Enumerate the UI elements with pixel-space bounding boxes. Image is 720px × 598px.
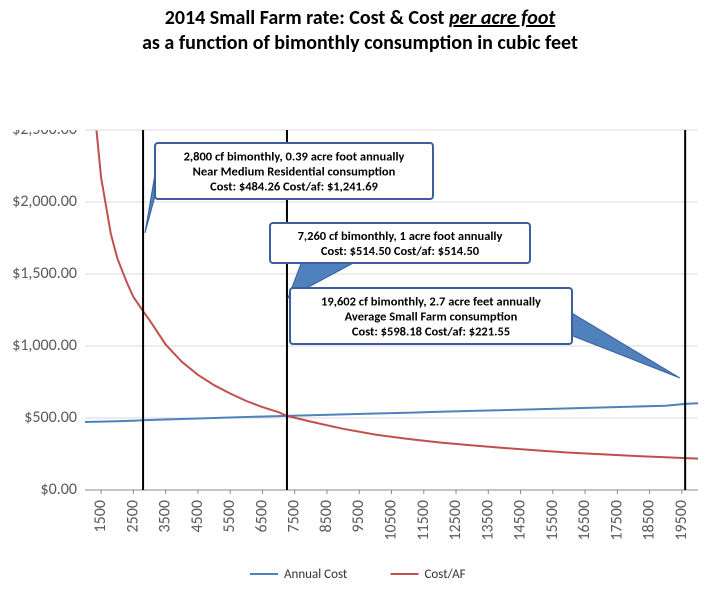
svg-text:10500: 10500 <box>382 500 401 541</box>
svg-text:$1,000.00: $1,000.00 <box>12 336 77 355</box>
svg-text:7,260 cf bimonthly, 1 acre foo: 7,260 cf bimonthly, 1 acre foot annually <box>298 229 503 244</box>
svg-text:Cost: $514.50 Cost/af:: Cost: $514.50 Cost/af: $514.50 <box>321 244 480 259</box>
svg-text:12500: 12500 <box>446 500 465 541</box>
svg-text:$2,000.00: $2,000.00 <box>12 192 77 211</box>
title-line1-italic: per acre foot <box>449 6 555 30</box>
svg-text:$1,500.00: $1,500.00 <box>12 264 77 283</box>
chart-title: 2014 Small Farm rate: Cost & Cost per ac… <box>0 0 720 58</box>
svg-text:$0.00: $0.00 <box>41 480 77 499</box>
svg-text:17500: 17500 <box>607 500 626 541</box>
svg-text:4500: 4500 <box>188 500 207 532</box>
svg-text:14500: 14500 <box>511 500 530 541</box>
svg-text:8500: 8500 <box>317 500 336 532</box>
svg-text:9500: 9500 <box>349 500 368 532</box>
svg-text:18500: 18500 <box>640 500 659 541</box>
svg-text:Annual Cost: Annual Cost <box>284 567 348 582</box>
svg-text:7500: 7500 <box>285 500 304 532</box>
svg-text:3500: 3500 <box>156 500 175 532</box>
svg-text:19,602 cf bimonthly, 2.7 acre: 19,602 cf bimonthly, 2.7 acre feet annua… <box>321 295 541 310</box>
svg-text:15500: 15500 <box>543 500 562 541</box>
svg-text:5500: 5500 <box>220 500 239 532</box>
chart-svg: $0.00 $500.00 $1,000.00 $1,500.00 $2,000.00 $… <box>0 58 720 598</box>
chart-container: 2014 Small Farm rate: Cost & Cost per ac… <box>0 0 720 540</box>
svg-text:6500: 6500 <box>252 500 271 532</box>
svg-text:Average Small Farm consumption: Average Small Farm consumption <box>345 310 518 325</box>
svg-text:2500: 2500 <box>123 500 142 532</box>
svg-text:1500: 1500 <box>91 500 110 532</box>
svg-text:Near Medium Residential consum: Near Medium Residential consumption <box>193 165 396 180</box>
svg-text:16500: 16500 <box>575 500 594 541</box>
svg-text:2,800 cf bimonthly, 0.39 acre: 2,800 cf bimonthly, 0.39 acre foot annua… <box>184 150 405 165</box>
svg-text:19500: 19500 <box>672 500 691 541</box>
svg-text:$500.00: $500.00 <box>24 408 77 427</box>
svg-text:Cost: $598.18 Cost/af: $: Cost: $598.18 Cost/af: $221.55 <box>352 325 510 340</box>
svg-text:11500: 11500 <box>414 500 433 541</box>
svg-text:Cost: $484.26 Cost/af:: Cost: $484.26 Cost/af: $1,241.69 <box>210 180 378 195</box>
title-line2: as a function of bimonthly consumption i… <box>142 31 578 55</box>
svg-text:13500: 13500 <box>478 500 497 541</box>
title-line1-prefix: 2014 Small Farm rate: Cost & Cost <box>165 6 449 30</box>
svg-text:Cost/AF: Cost/AF <box>425 567 466 582</box>
